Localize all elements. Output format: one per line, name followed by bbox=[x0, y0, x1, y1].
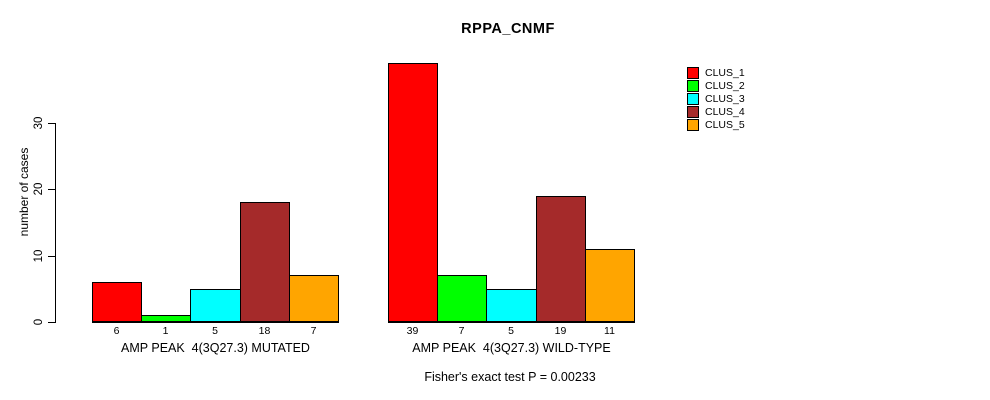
bar-value-label: 7 bbox=[310, 325, 317, 337]
y-tick-label: 20 bbox=[33, 182, 45, 196]
bar-value-label: 5 bbox=[508, 325, 514, 337]
bar bbox=[388, 63, 438, 322]
bar-value-label: 7 bbox=[458, 325, 465, 337]
y-tick bbox=[48, 322, 55, 323]
bar bbox=[92, 282, 142, 322]
legend-swatch bbox=[687, 93, 699, 105]
bar-value-label: 18 bbox=[258, 325, 271, 337]
legend-label: CLUS_3 bbox=[705, 93, 745, 105]
chart-title: RPPA_CNMF bbox=[461, 21, 555, 37]
bar-value-label: 11 bbox=[604, 325, 615, 337]
bar-value-label: 19 bbox=[554, 325, 567, 337]
group-axis-label: AMP PEAK 4(3Q27.3) WILD-TYPE bbox=[412, 341, 611, 355]
bar bbox=[486, 289, 537, 322]
bar-value-label: 6 bbox=[113, 325, 120, 337]
bar bbox=[585, 249, 635, 322]
y-tick bbox=[48, 189, 55, 190]
y-tick bbox=[48, 256, 55, 257]
group-baseline bbox=[388, 322, 635, 323]
legend-swatch bbox=[687, 67, 699, 79]
bar bbox=[141, 315, 191, 322]
legend-label: CLUS_2 bbox=[705, 80, 745, 92]
legend-label: CLUS_1 bbox=[705, 67, 745, 79]
y-tick bbox=[48, 123, 55, 124]
y-tick-label: 30 bbox=[33, 116, 45, 130]
group-axis-label: AMP PEAK 4(3Q27.3) MUTATED bbox=[121, 341, 310, 355]
legend-swatch bbox=[687, 106, 699, 118]
y-axis bbox=[55, 123, 56, 323]
y-tick-label: 0 bbox=[33, 318, 45, 326]
fisher-test-annotation: Fisher's exact test P = 0.00233 bbox=[424, 370, 596, 384]
legend-swatch bbox=[687, 80, 699, 92]
y-axis-label: number of cases bbox=[17, 147, 31, 237]
bar-value-label: 1 bbox=[162, 325, 169, 337]
bar bbox=[437, 275, 487, 322]
bar bbox=[289, 275, 339, 322]
legend-label: CLUS_4 bbox=[705, 106, 745, 118]
bar bbox=[190, 289, 241, 322]
bar bbox=[536, 196, 586, 322]
bar-value-label: 39 bbox=[406, 325, 419, 337]
bar bbox=[240, 202, 290, 322]
group-baseline bbox=[92, 322, 339, 323]
legend-label: CLUS_5 bbox=[705, 119, 745, 131]
y-tick-label: 10 bbox=[33, 249, 45, 263]
bar-value-label: 5 bbox=[212, 325, 218, 337]
legend-swatch bbox=[687, 119, 699, 131]
